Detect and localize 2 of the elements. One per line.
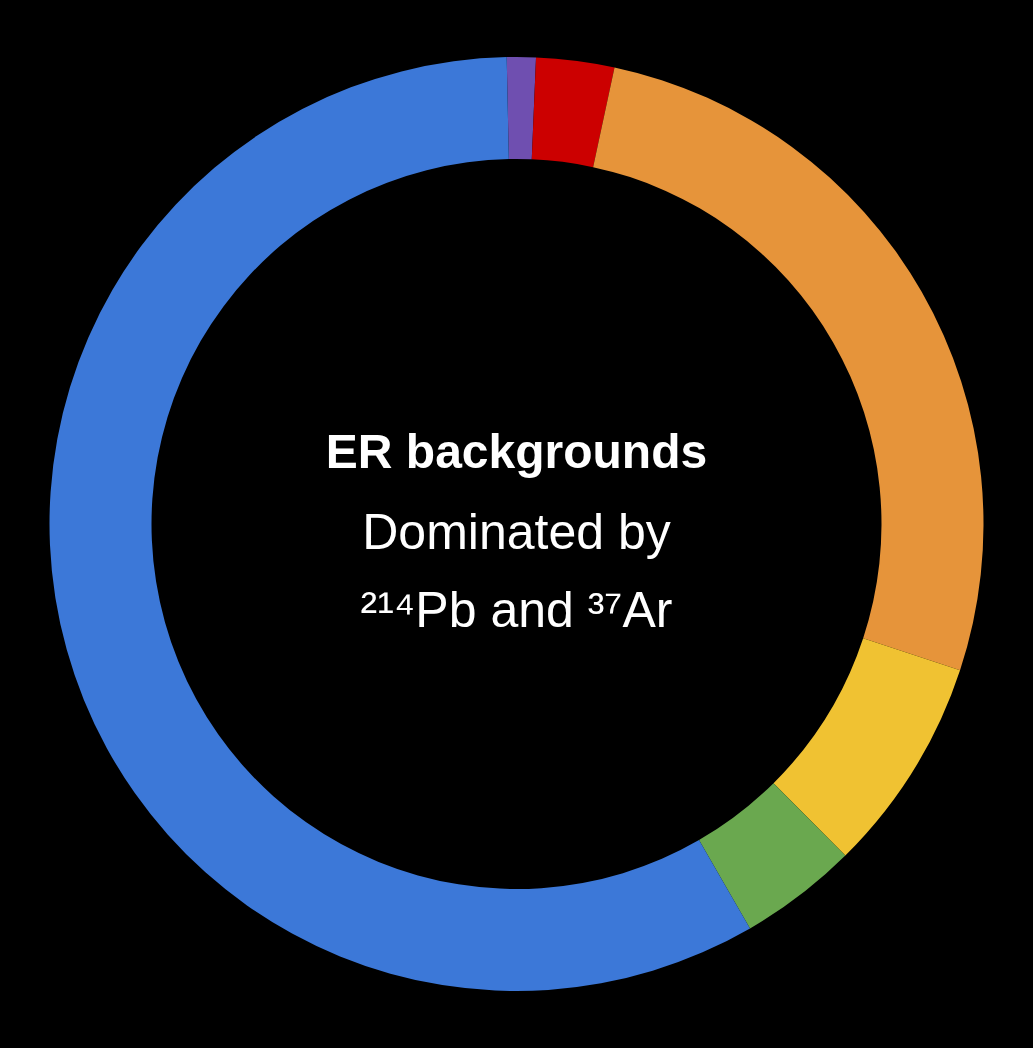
text: Dominated by ²¹⁴Pb and ³⁷Ar [360,504,673,638]
text: ER backgrounds [325,425,708,478]
